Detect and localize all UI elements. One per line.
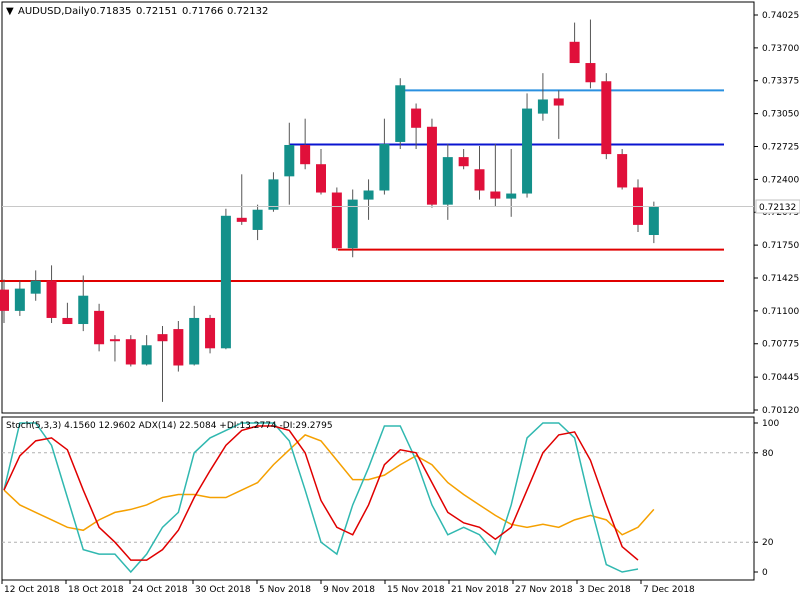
candle — [537, 73, 548, 121]
candle — [78, 275, 89, 332]
candle — [236, 174, 247, 225]
candle — [300, 118, 311, 170]
price-panel-frame — [1, 1, 755, 414]
horizontal-levels — [0, 89, 724, 283]
time-tick-label: 5 Nov 2018 — [259, 585, 311, 595]
indicator-tick-label: 20 — [762, 538, 774, 548]
price-tick-label: 0.73700 — [762, 44, 799, 54]
time-tick-label: 27 Nov 2018 — [515, 585, 573, 595]
candle — [490, 143, 501, 207]
candle — [268, 172, 279, 212]
current-price-label: 0.72132 — [759, 203, 796, 213]
time-axis: 12 Oct 2018 18 Oct 2018 24 Oct 2018 30 Oct … — [1, 580, 695, 595]
ohlc-high: 0.72151 — [136, 6, 177, 17]
ohlc-low: 0.71766 — [182, 6, 223, 17]
price-tick-label: 0.70445 — [762, 373, 799, 383]
price-axis: 0.74025 0.73700 0.73375 0.73050 0.72725 0.724… — [754, 11, 799, 416]
time-tick-label: 15 Nov 2018 — [387, 585, 445, 595]
price-tick-label: 0.71425 — [762, 274, 799, 284]
candle — [442, 143, 453, 220]
candle — [30, 270, 41, 301]
candle — [331, 187, 342, 251]
candle — [617, 149, 628, 190]
candle — [458, 149, 469, 170]
adx-line — [3, 434, 655, 536]
candle — [284, 122, 295, 205]
candle — [189, 305, 200, 366]
time-tick-label: 30 Oct 2018 — [195, 585, 251, 595]
candle — [506, 149, 517, 217]
candle — [601, 73, 612, 160]
time-tick-label: 3 Dec 2018 — [579, 585, 631, 595]
candle — [46, 265, 57, 324]
indicator-label: Stoch(5,3,3) 4.1560 12.9602 ADX(14) 22.5… — [6, 421, 333, 431]
candle — [252, 204, 263, 241]
candle — [94, 303, 105, 352]
price-tick-label: 0.71100 — [762, 307, 799, 317]
price-tick-label: 0.74025 — [762, 11, 799, 21]
time-tick-label: 12 Oct 2018 — [4, 585, 60, 595]
time-tick-label: 9 Nov 2018 — [323, 585, 375, 595]
candle — [522, 93, 533, 198]
stoch-levels — [2, 452, 754, 543]
stoch-signal-line — [3, 425, 639, 561]
price-tick-label: 0.72400 — [762, 175, 799, 185]
time-tick-label: 21 Nov 2018 — [451, 585, 509, 595]
candle — [316, 149, 326, 195]
candle — [347, 189, 358, 258]
current-price-tag: 0.72132 — [755, 199, 800, 214]
stoch-main-line — [3, 422, 639, 574]
time-tick-label: 7 Dec 2018 — [643, 585, 695, 595]
candle — [474, 145, 485, 200]
indicator-tick-label: 100 — [762, 419, 779, 429]
ohlc-close: 0.72132 — [227, 6, 268, 17]
candle — [426, 118, 437, 208]
candle — [395, 78, 406, 150]
ohlc-open: 0.71835 — [90, 6, 131, 17]
price-tick-label: 0.70120 — [762, 406, 799, 416]
candle — [363, 179, 374, 220]
candle — [62, 302, 73, 325]
time-tick-label: 18 Oct 2018 — [68, 585, 124, 595]
candle — [220, 208, 231, 350]
candle — [173, 320, 184, 372]
indicator-tick-label: 0 — [762, 568, 768, 578]
indicator-axis: 100 80 20 0 — [754, 419, 779, 578]
candle — [157, 326, 168, 402]
candle — [125, 335, 136, 367]
candle — [109, 335, 120, 362]
candle — [585, 19, 596, 89]
candle — [553, 90, 564, 139]
candle — [141, 335, 152, 366]
candle — [569, 22, 580, 64]
candle — [379, 118, 390, 195]
candle — [14, 280, 25, 316]
candle — [648, 201, 659, 244]
price-tick-label: 0.71750 — [762, 241, 799, 251]
price-tick-label: 0.70775 — [762, 340, 799, 350]
chart-dropdown-icon[interactable]: ▼ — [6, 6, 14, 17]
price-tick-label: 0.72725 — [762, 142, 799, 152]
time-tick-label: 24 Oct 2018 — [132, 585, 188, 595]
price-tick-label: 0.73050 — [762, 110, 799, 120]
candle — [411, 103, 422, 150]
candle — [205, 314, 216, 354]
symbol-label: AUDUSD,Daily — [18, 6, 90, 17]
indicator-panel-frame — [1, 416, 755, 581]
price-tick-label: 0.73375 — [762, 77, 799, 87]
candle — [0, 279, 9, 324]
indicator-tick-label: 80 — [762, 449, 774, 459]
